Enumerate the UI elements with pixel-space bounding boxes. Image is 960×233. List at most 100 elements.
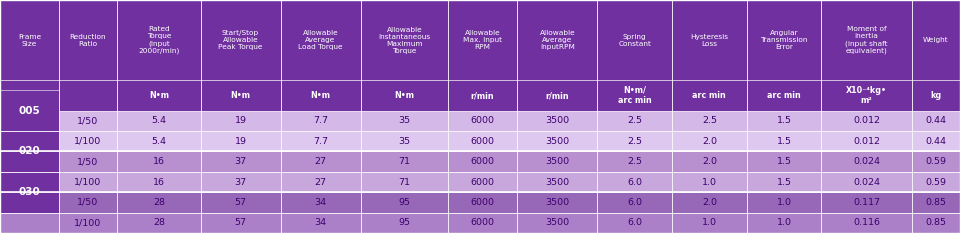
Text: N•m: N•m: [230, 91, 251, 100]
Bar: [912, 111, 960, 131]
Text: 6000: 6000: [470, 178, 494, 187]
Bar: [361, 151, 448, 172]
Bar: [822, 80, 912, 111]
Bar: [0, 172, 59, 192]
Bar: [0, 90, 59, 131]
Bar: [747, 172, 822, 192]
Text: 3500: 3500: [545, 116, 569, 125]
Text: 1/50: 1/50: [78, 116, 99, 125]
Bar: [361, 80, 448, 111]
Text: 6000: 6000: [470, 157, 494, 166]
Text: Allowable
Average
InputRPM: Allowable Average InputRPM: [540, 30, 575, 50]
Bar: [280, 80, 361, 111]
Text: Start/Stop
Allowable
Peak Torque: Start/Stop Allowable Peak Torque: [218, 30, 263, 50]
Bar: [597, 111, 672, 131]
Text: N•m: N•m: [310, 91, 330, 100]
Text: 1.5: 1.5: [777, 116, 791, 125]
Text: 19: 19: [234, 137, 247, 146]
Text: N•m: N•m: [395, 91, 415, 100]
Bar: [672, 0, 747, 80]
Bar: [912, 192, 960, 212]
Bar: [517, 131, 597, 151]
Text: 19: 19: [234, 116, 247, 125]
Bar: [0, 80, 59, 111]
Text: 95: 95: [398, 218, 410, 227]
Bar: [822, 151, 912, 172]
Text: 5.4: 5.4: [152, 116, 166, 125]
Bar: [517, 80, 597, 111]
Bar: [747, 111, 822, 131]
Bar: [361, 172, 448, 192]
Text: 1/100: 1/100: [74, 137, 102, 146]
Bar: [201, 80, 280, 111]
Bar: [117, 0, 201, 80]
Bar: [672, 192, 747, 212]
Bar: [822, 111, 912, 131]
Text: X10⁻⁴kg•
m²: X10⁻⁴kg• m²: [846, 86, 887, 105]
Text: 28: 28: [153, 218, 165, 227]
Bar: [747, 0, 822, 80]
Text: 1.0: 1.0: [777, 218, 791, 227]
Bar: [117, 80, 201, 111]
Text: 0.117: 0.117: [853, 198, 880, 207]
Bar: [517, 212, 597, 233]
Text: 35: 35: [398, 137, 410, 146]
Bar: [448, 111, 517, 131]
Bar: [747, 212, 822, 233]
Text: 3500: 3500: [545, 218, 569, 227]
Bar: [747, 192, 822, 212]
Text: 3500: 3500: [545, 137, 569, 146]
Bar: [280, 172, 361, 192]
Bar: [912, 0, 960, 80]
Text: 0.024: 0.024: [853, 157, 880, 166]
Bar: [448, 131, 517, 151]
Text: Weight: Weight: [924, 37, 948, 43]
Bar: [59, 192, 117, 212]
Bar: [280, 212, 361, 233]
Bar: [201, 151, 280, 172]
Text: 1/100: 1/100: [74, 218, 102, 227]
Text: 16: 16: [153, 178, 165, 187]
Bar: [117, 131, 201, 151]
Text: 0.116: 0.116: [853, 218, 880, 227]
Bar: [822, 131, 912, 151]
Bar: [912, 212, 960, 233]
Text: 6000: 6000: [470, 218, 494, 227]
Text: Allowable
Max. Input
RPM: Allowable Max. Input RPM: [463, 30, 502, 50]
Text: Rated
Torque
(Input
2000r/min): Rated Torque (Input 2000r/min): [138, 26, 180, 54]
Bar: [517, 151, 597, 172]
Bar: [59, 111, 117, 131]
Bar: [280, 151, 361, 172]
Bar: [672, 151, 747, 172]
Text: 1.5: 1.5: [777, 157, 791, 166]
Text: 1.5: 1.5: [777, 178, 791, 187]
Bar: [280, 0, 361, 80]
Text: 1.0: 1.0: [777, 198, 791, 207]
Bar: [448, 172, 517, 192]
Text: 1/50: 1/50: [78, 157, 99, 166]
Text: 6.0: 6.0: [627, 198, 642, 207]
Bar: [280, 192, 361, 212]
Text: Hysteresis
Loss: Hysteresis Loss: [690, 34, 729, 47]
Text: 27: 27: [315, 157, 326, 166]
Text: 6000: 6000: [470, 116, 494, 125]
Bar: [201, 0, 280, 80]
Text: 37: 37: [234, 157, 247, 166]
Bar: [59, 131, 117, 151]
Bar: [672, 111, 747, 131]
Bar: [597, 131, 672, 151]
Bar: [59, 80, 117, 111]
Bar: [117, 172, 201, 192]
Bar: [822, 172, 912, 192]
Text: 71: 71: [398, 157, 410, 166]
Bar: [747, 80, 822, 111]
Bar: [448, 151, 517, 172]
Text: Frame
Size: Frame Size: [18, 34, 41, 47]
Text: 5.4: 5.4: [152, 137, 166, 146]
Text: 0.85: 0.85: [925, 218, 947, 227]
Text: 3500: 3500: [545, 178, 569, 187]
Text: 71: 71: [398, 178, 410, 187]
Text: 1.5: 1.5: [777, 137, 791, 146]
Bar: [672, 131, 747, 151]
Bar: [822, 0, 912, 80]
